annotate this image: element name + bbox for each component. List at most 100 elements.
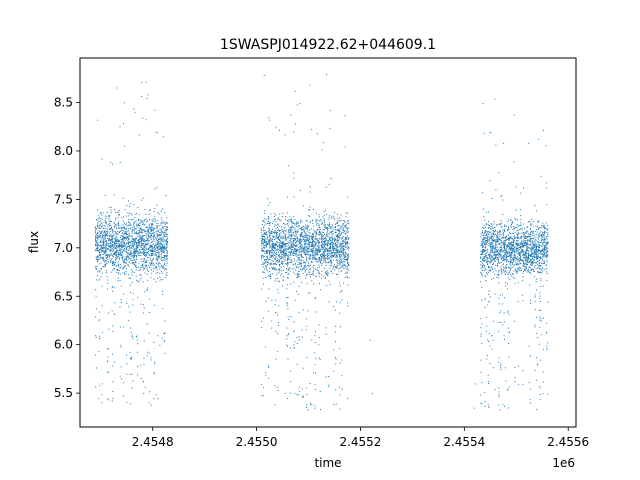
data-point — [276, 226, 278, 228]
data-point — [330, 227, 332, 229]
data-point — [290, 234, 292, 236]
data-point — [315, 219, 317, 221]
data-point — [289, 216, 291, 218]
data-point — [105, 228, 107, 230]
data-point — [323, 225, 325, 227]
data-point — [166, 241, 168, 243]
data-point — [104, 238, 106, 240]
data-point — [111, 163, 113, 165]
data-point — [506, 255, 508, 257]
data-point — [290, 247, 292, 249]
data-point — [344, 256, 346, 258]
data-point — [329, 222, 331, 224]
data-point — [280, 237, 282, 239]
data-point — [155, 258, 157, 260]
data-point — [151, 264, 153, 266]
data-point — [503, 240, 505, 242]
data-point — [137, 255, 139, 257]
data-point — [330, 243, 332, 245]
data-point — [119, 245, 121, 247]
data-point — [275, 243, 277, 245]
data-point — [503, 267, 505, 269]
data-point — [318, 242, 320, 244]
data-point — [276, 269, 278, 271]
data-point — [487, 271, 489, 273]
data-point — [141, 231, 143, 233]
data-point — [99, 220, 101, 222]
data-point — [145, 230, 147, 232]
data-point — [117, 270, 119, 272]
data-point — [331, 226, 333, 228]
data-point — [502, 404, 504, 406]
data-point — [485, 226, 487, 228]
data-point — [155, 244, 157, 246]
data-point — [336, 244, 338, 246]
data-point — [116, 233, 118, 235]
data-point — [164, 352, 166, 354]
data-point — [102, 250, 104, 252]
data-point — [111, 230, 113, 232]
data-point — [500, 242, 502, 244]
data-point — [329, 250, 331, 252]
data-point — [95, 233, 97, 235]
data-point — [328, 248, 330, 250]
data-point — [332, 228, 334, 230]
data-point — [272, 247, 274, 249]
data-point — [135, 225, 137, 227]
data-point — [164, 229, 166, 231]
data-point — [98, 251, 100, 253]
data-point — [284, 253, 286, 255]
data-point — [335, 357, 337, 359]
data-point — [272, 256, 274, 258]
data-point — [328, 272, 330, 274]
data-point — [105, 270, 107, 272]
data-point — [496, 235, 498, 237]
data-point — [336, 264, 338, 266]
data-point — [105, 218, 106, 220]
data-point — [316, 258, 318, 260]
data-point — [318, 357, 320, 359]
data-point — [143, 392, 145, 394]
data-point — [341, 299, 343, 301]
data-point — [114, 241, 116, 243]
data-point — [156, 242, 158, 244]
data-point — [95, 234, 97, 236]
data-point — [340, 219, 342, 221]
data-point — [321, 253, 323, 255]
data-point — [480, 272, 482, 273]
data-point — [500, 237, 502, 239]
data-point — [495, 270, 497, 272]
data-point — [272, 243, 274, 245]
data-point — [291, 228, 293, 230]
data-point — [346, 228, 348, 230]
data-point — [139, 237, 141, 239]
data-point — [313, 249, 315, 251]
data-point — [144, 243, 146, 245]
data-point — [312, 255, 314, 257]
data-point — [303, 251, 305, 253]
data-point — [481, 251, 483, 253]
data-point — [303, 248, 305, 250]
data-point — [265, 276, 267, 278]
data-point — [301, 264, 303, 266]
data-point — [339, 259, 341, 261]
data-point — [484, 306, 486, 308]
data-point — [342, 243, 344, 245]
data-point — [504, 271, 506, 273]
data-point — [312, 253, 314, 255]
data-point — [307, 240, 309, 242]
data-point — [298, 238, 300, 240]
data-point — [296, 363, 298, 365]
data-point — [101, 285, 103, 287]
data-point — [323, 217, 325, 219]
data-point — [315, 212, 317, 214]
data-point — [339, 348, 340, 350]
data-point — [160, 258, 162, 260]
data-point — [277, 314, 279, 316]
data-point — [281, 256, 283, 258]
data-point — [314, 298, 316, 300]
data-point — [98, 244, 100, 246]
data-point — [323, 234, 325, 235]
data-point — [344, 241, 346, 243]
data-point — [311, 228, 313, 230]
